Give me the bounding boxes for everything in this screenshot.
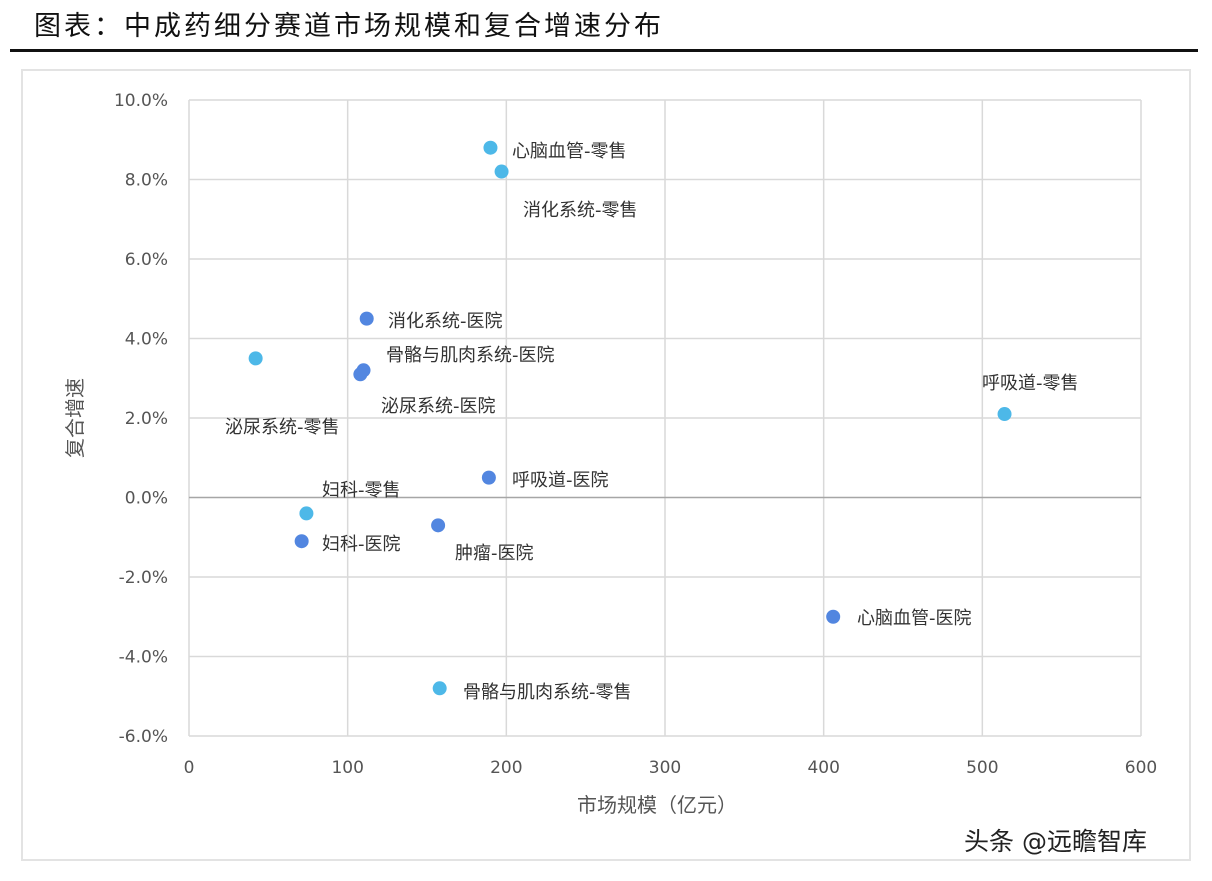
y-tick-label: 8.0% xyxy=(125,171,168,191)
x-tick-label: 100 xyxy=(331,758,363,778)
grid xyxy=(188,99,1142,737)
y-tick-label: 4.0% xyxy=(125,330,168,350)
x-tick-label: 300 xyxy=(649,758,681,778)
y-tick-label: 2.0% xyxy=(125,409,168,429)
points: 心脑血管-零售消化系统-零售泌尿系统-零售呼吸道-零售妇科-零售骨骼与肌肉系统-… xyxy=(225,140,1079,703)
x-tick-label: 600 xyxy=(1125,758,1157,778)
x-tick-label: 400 xyxy=(807,758,839,778)
data-label: 呼吸道-零售 xyxy=(982,373,1079,394)
data-point xyxy=(483,140,498,155)
data-label: 心脑血管-医院 xyxy=(857,608,972,629)
x-axis-title: 市场规模（亿元） xyxy=(577,793,737,817)
y-tick-label: 0.0% xyxy=(125,489,168,509)
title-rule xyxy=(10,49,1198,52)
data-point xyxy=(299,506,314,521)
data-label: 骨骼与肌肉系统-零售 xyxy=(463,682,632,703)
data-point xyxy=(248,351,263,366)
chart-frame xyxy=(21,69,1191,861)
data-point xyxy=(494,164,509,179)
figure-title: 图表：中成药细分赛道市场规模和复合增速分布 xyxy=(34,11,664,42)
data-label: 消化系统-医院 xyxy=(388,311,503,332)
ticks: 0 100 200 300 400 500 600 10.0% 8.0% 6.0% 4.0% 2.0%… xyxy=(114,91,1157,778)
data-point xyxy=(826,609,841,624)
data-point xyxy=(997,407,1012,422)
data-label: 妇科-医院 xyxy=(322,534,401,555)
data-point xyxy=(431,518,446,533)
data-label: 肿瘤-医院 xyxy=(455,543,534,564)
data-label: 消化系统-零售 xyxy=(523,200,638,221)
data-label: 泌尿系统-医院 xyxy=(381,396,496,417)
y-tick-label: -6.0% xyxy=(119,727,168,747)
data-point xyxy=(294,534,309,549)
watermark: 头条 @远瞻智库 xyxy=(964,827,1147,856)
data-point xyxy=(353,367,368,382)
data-label: 骨骼与肌肉系统-医院 xyxy=(386,345,555,366)
y-tick-label: 10.0% xyxy=(114,91,168,111)
y-axis-title: 复合增速 xyxy=(63,378,87,458)
x-tick-label: 200 xyxy=(490,758,522,778)
data-label: 呼吸道-医院 xyxy=(512,470,609,491)
y-tick-label: -4.0% xyxy=(119,648,168,668)
y-tick-label: 6.0% xyxy=(125,250,168,270)
x-tick-label: 0 xyxy=(184,758,195,778)
data-label: 泌尿系统-零售 xyxy=(225,417,340,438)
data-label: 妇科-零售 xyxy=(322,480,401,501)
y-tick-label: -2.0% xyxy=(119,568,168,588)
data-label: 心脑血管-零售 xyxy=(512,141,627,162)
data-point xyxy=(481,470,496,485)
data-point xyxy=(359,311,374,326)
data-point xyxy=(432,681,447,696)
x-tick-label: 500 xyxy=(966,758,998,778)
